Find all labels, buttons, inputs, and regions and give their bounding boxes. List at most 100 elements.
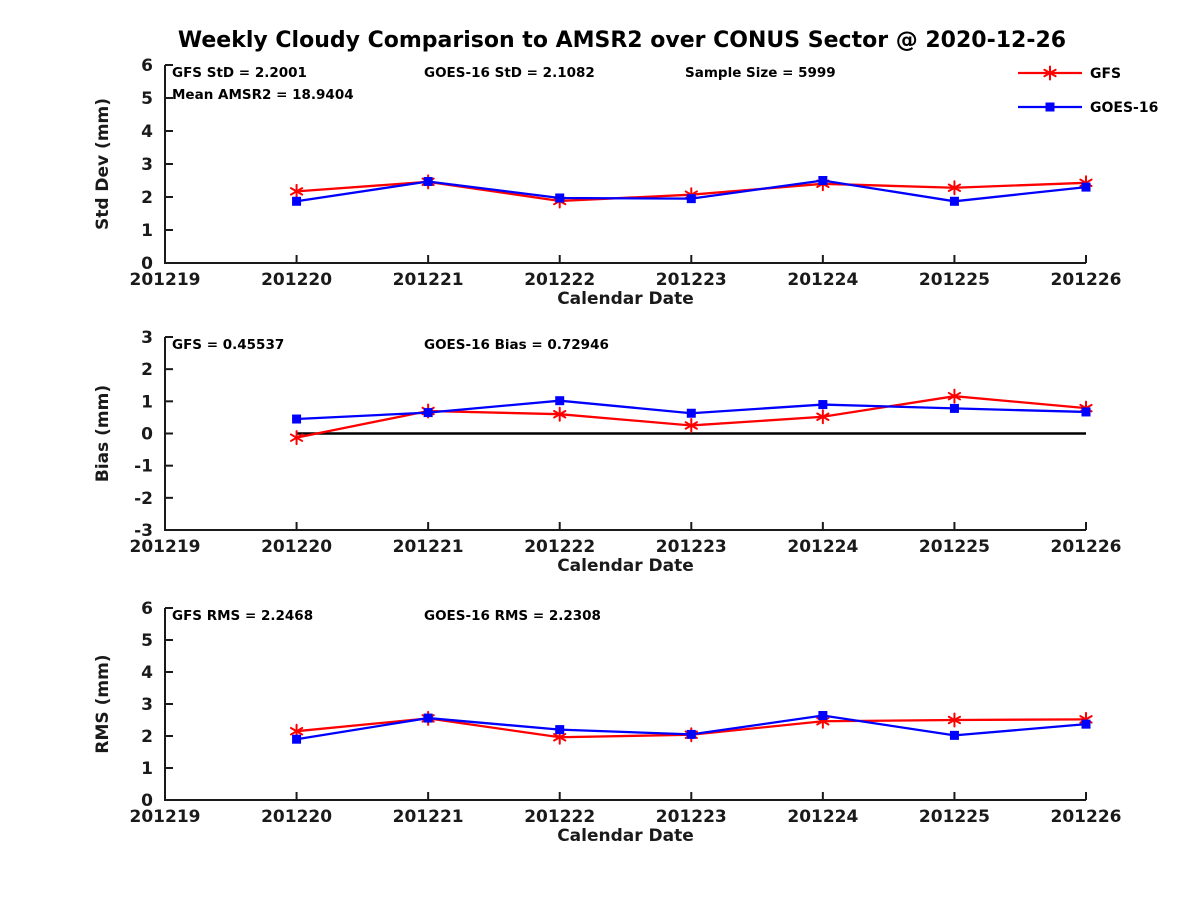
y-tick-label: 5 bbox=[141, 89, 153, 109]
y-tick-label: 1 bbox=[141, 759, 153, 779]
stat-annotation: GFS = 0.45537 bbox=[172, 337, 284, 353]
square-marker-icon bbox=[949, 196, 959, 206]
legend-item-goes-16: GOES-16 bbox=[1018, 100, 1158, 116]
legend-label: GOES-16 bbox=[1090, 100, 1158, 116]
x-tick-label: 201222 bbox=[524, 537, 595, 557]
asterisk-marker-icon bbox=[947, 388, 962, 404]
x-tick-label: 201224 bbox=[787, 807, 858, 827]
series-goes-16 bbox=[292, 396, 1091, 424]
x-tick-label: 201226 bbox=[1051, 537, 1122, 557]
series-goes-16 bbox=[292, 711, 1091, 744]
square-marker-icon bbox=[423, 713, 433, 723]
panel-bias: -3 -2 -1 0 1 2 3 201219 201220 201221 201222 201223… bbox=[93, 328, 1121, 576]
square-marker-icon bbox=[423, 408, 433, 418]
asterisk-marker-icon bbox=[553, 406, 567, 422]
x-tick-label: 201223 bbox=[656, 270, 727, 290]
series-gfs bbox=[289, 710, 1093, 745]
x-tick-label: 201225 bbox=[919, 537, 990, 557]
x-tick-label: 201223 bbox=[656, 807, 727, 827]
square-marker-icon bbox=[292, 196, 302, 206]
y-tick-label: 2 bbox=[141, 188, 153, 208]
square-marker-icon bbox=[1081, 407, 1091, 417]
x-tick-label: 201221 bbox=[393, 537, 464, 557]
x-axis-label: Calendar Date bbox=[557, 826, 694, 846]
square-marker-icon bbox=[686, 729, 696, 739]
y-tick-label: -3 bbox=[134, 521, 153, 541]
square-marker-icon bbox=[555, 396, 565, 406]
y-tick-label: 2 bbox=[141, 727, 153, 747]
y-tick-label: 0 bbox=[141, 425, 153, 445]
y-tick-label: 1 bbox=[141, 392, 153, 412]
asterisk-marker-icon bbox=[684, 417, 698, 433]
y-axis-label: Std Dev (mm) bbox=[93, 98, 113, 230]
stat-annotation: GFS RMS = 2.2468 bbox=[172, 608, 313, 624]
y-tick-label: 3 bbox=[141, 328, 153, 348]
y-tick-label: 2 bbox=[141, 360, 153, 380]
x-tick-label: 201219 bbox=[130, 537, 201, 557]
x-tick-label: 201222 bbox=[524, 807, 595, 827]
y-axis-label: RMS (mm) bbox=[93, 654, 113, 753]
stat-annotation: Mean AMSR2 = 18.9404 bbox=[172, 87, 354, 103]
legend-label: GFS bbox=[1090, 66, 1121, 82]
x-tick-label: 201219 bbox=[130, 270, 201, 290]
stat-annotation: GOES-16 Bias = 0.72946 bbox=[424, 337, 609, 353]
y-tick-label: 3 bbox=[141, 155, 153, 175]
y-tick-label: -2 bbox=[134, 489, 153, 509]
x-axis-label: Calendar Date bbox=[557, 556, 694, 576]
panel-rms: 0 1 2 3 4 5 6 201219 201220 201221 201222 201223 201… bbox=[93, 599, 1121, 846]
x-tick-label: 201222 bbox=[524, 270, 595, 290]
x-tick-label: 201223 bbox=[656, 537, 727, 557]
stat-annotation: GOES-16 StD = 2.1082 bbox=[424, 65, 595, 81]
panel-std-dev: 0 1 2 3 4 5 6 201219 201220 201221 201222 201223 201… bbox=[93, 56, 1121, 309]
y-tick-label: 5 bbox=[141, 631, 153, 651]
x-tick-label: 201221 bbox=[393, 807, 464, 827]
square-marker-icon bbox=[686, 408, 696, 418]
y-tick-label: 0 bbox=[141, 791, 153, 811]
y-tick-label: 4 bbox=[141, 663, 153, 683]
y-tick-label: 4 bbox=[141, 122, 153, 142]
square-marker-icon bbox=[949, 403, 959, 413]
square-marker-icon bbox=[686, 194, 696, 204]
asterisk-marker-icon bbox=[816, 409, 830, 425]
x-tick-label: 201219 bbox=[130, 807, 201, 827]
square-marker-icon bbox=[555, 725, 565, 735]
figure-title: Weekly Cloudy Comparison to AMSR2 over C… bbox=[178, 28, 1066, 53]
square-marker-icon bbox=[818, 400, 828, 410]
stat-annotation: GFS StD = 2.2001 bbox=[172, 65, 307, 81]
square-marker-icon bbox=[292, 414, 302, 424]
legend-square-marker-icon bbox=[1045, 102, 1055, 112]
stat-annotation: GOES-16 RMS = 2.2308 bbox=[424, 608, 601, 624]
x-tick-label: 201226 bbox=[1051, 807, 1122, 827]
asterisk-marker-icon bbox=[289, 430, 304, 446]
series-goes-16 bbox=[292, 176, 1091, 206]
legend-item-gfs: GFS bbox=[1018, 65, 1121, 82]
y-tick-label: 6 bbox=[141, 599, 153, 619]
square-marker-icon bbox=[818, 711, 828, 721]
stat-annotation: Sample Size = 5999 bbox=[685, 65, 836, 81]
axes-spine bbox=[164, 608, 1086, 801]
asterisk-marker-icon bbox=[947, 180, 962, 196]
square-marker-icon bbox=[292, 734, 302, 744]
square-marker-icon bbox=[555, 193, 565, 203]
x-tick-label: 201224 bbox=[787, 270, 858, 290]
x-tick-label: 201225 bbox=[919, 807, 990, 827]
asterisk-marker-icon bbox=[289, 183, 304, 199]
x-tick-label: 201225 bbox=[919, 270, 990, 290]
y-tick-label: -1 bbox=[134, 457, 153, 477]
legend: GFS GOES-16 bbox=[1018, 65, 1158, 116]
x-axis-label: Calendar Date bbox=[557, 289, 694, 309]
x-tick-label: 201220 bbox=[261, 537, 332, 557]
asterisk-marker-icon bbox=[947, 712, 962, 728]
y-tick-label: 0 bbox=[141, 254, 153, 274]
x-tick-label: 201226 bbox=[1051, 270, 1122, 290]
y-tick-label: 1 bbox=[141, 221, 153, 241]
square-marker-icon bbox=[423, 176, 433, 186]
x-tick-label: 201224 bbox=[787, 537, 858, 557]
x-tick-label: 201220 bbox=[261, 807, 332, 827]
y-tick-label: 6 bbox=[141, 56, 153, 76]
square-marker-icon bbox=[818, 176, 828, 185]
square-marker-icon bbox=[1081, 719, 1091, 729]
